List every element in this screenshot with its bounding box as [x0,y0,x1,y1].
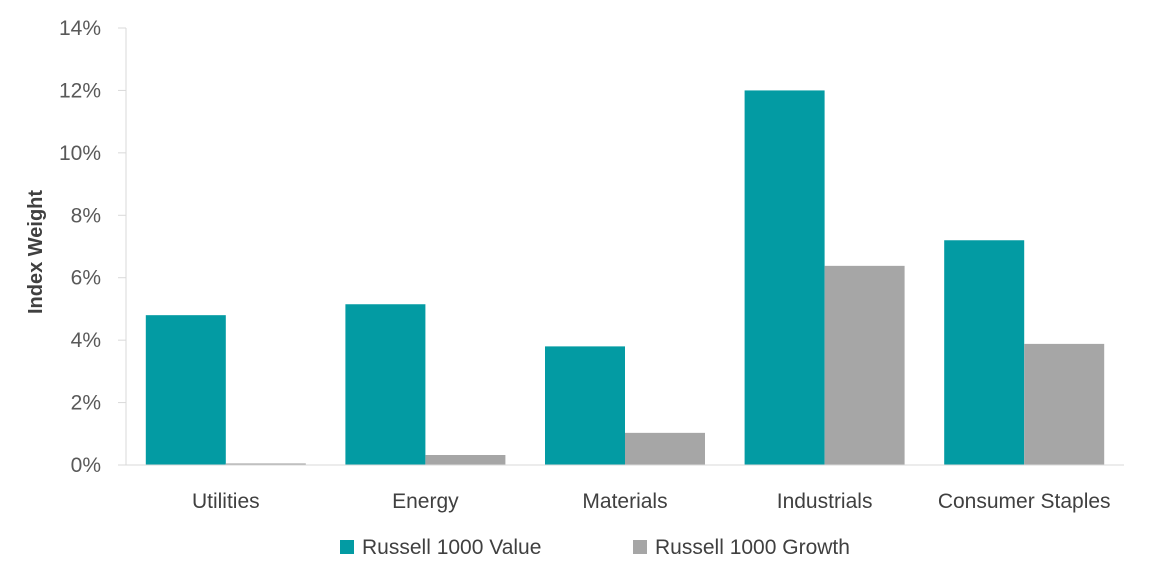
legend: Russell 1000 Value Russell 1000 Growth [340,536,850,559]
y-tick-label: 8% [71,204,101,227]
legend-label: Russell 1000 Growth [655,536,850,559]
bar-russell-1000-growth-industrials [824,265,905,465]
y-axis: 0% 2% 4% 6% 8% 10% 12% 14% [59,17,127,477]
y-axis-title: Index Weight [25,190,47,314]
bar-russell-1000-growth-utilities [225,463,306,465]
bars [145,90,1105,465]
bar-russell-1000-growth-consumer-staples [1024,343,1105,465]
bar-russell-1000-growth-materials [625,432,705,465]
x-tick-label: Consumer Staples [938,490,1111,513]
bar-russell-1000-value-industrials [744,90,825,465]
legend-swatch [633,540,647,554]
y-tick-label: 6% [71,267,101,290]
x-tick-label: Utilities [192,490,260,513]
x-tick-label: Energy [392,490,459,513]
bar-russell-1000-value-materials [545,346,625,465]
y-tick-label: 0% [71,454,101,477]
y-tick-label: 10% [59,142,101,165]
bar-russell-1000-value-energy [345,304,426,465]
legend-label: Russell 1000 Value [362,536,541,559]
y-tick-label: 14% [59,17,101,40]
x-axis: Utilities Energy Materials Industrials Consu… [126,464,1124,513]
y-tick-label: 4% [71,329,101,352]
bar-russell-1000-value-consumer-staples [944,240,1025,465]
x-tick-label: Industrials [777,490,873,513]
x-tick-label: Materials [582,490,667,513]
legend-swatch [340,540,354,554]
y-tick-label: 2% [71,392,101,415]
bar-russell-1000-growth-energy [425,455,506,465]
bar-russell-1000-value-utilities [145,315,226,465]
y-tick-label: 12% [59,79,101,102]
